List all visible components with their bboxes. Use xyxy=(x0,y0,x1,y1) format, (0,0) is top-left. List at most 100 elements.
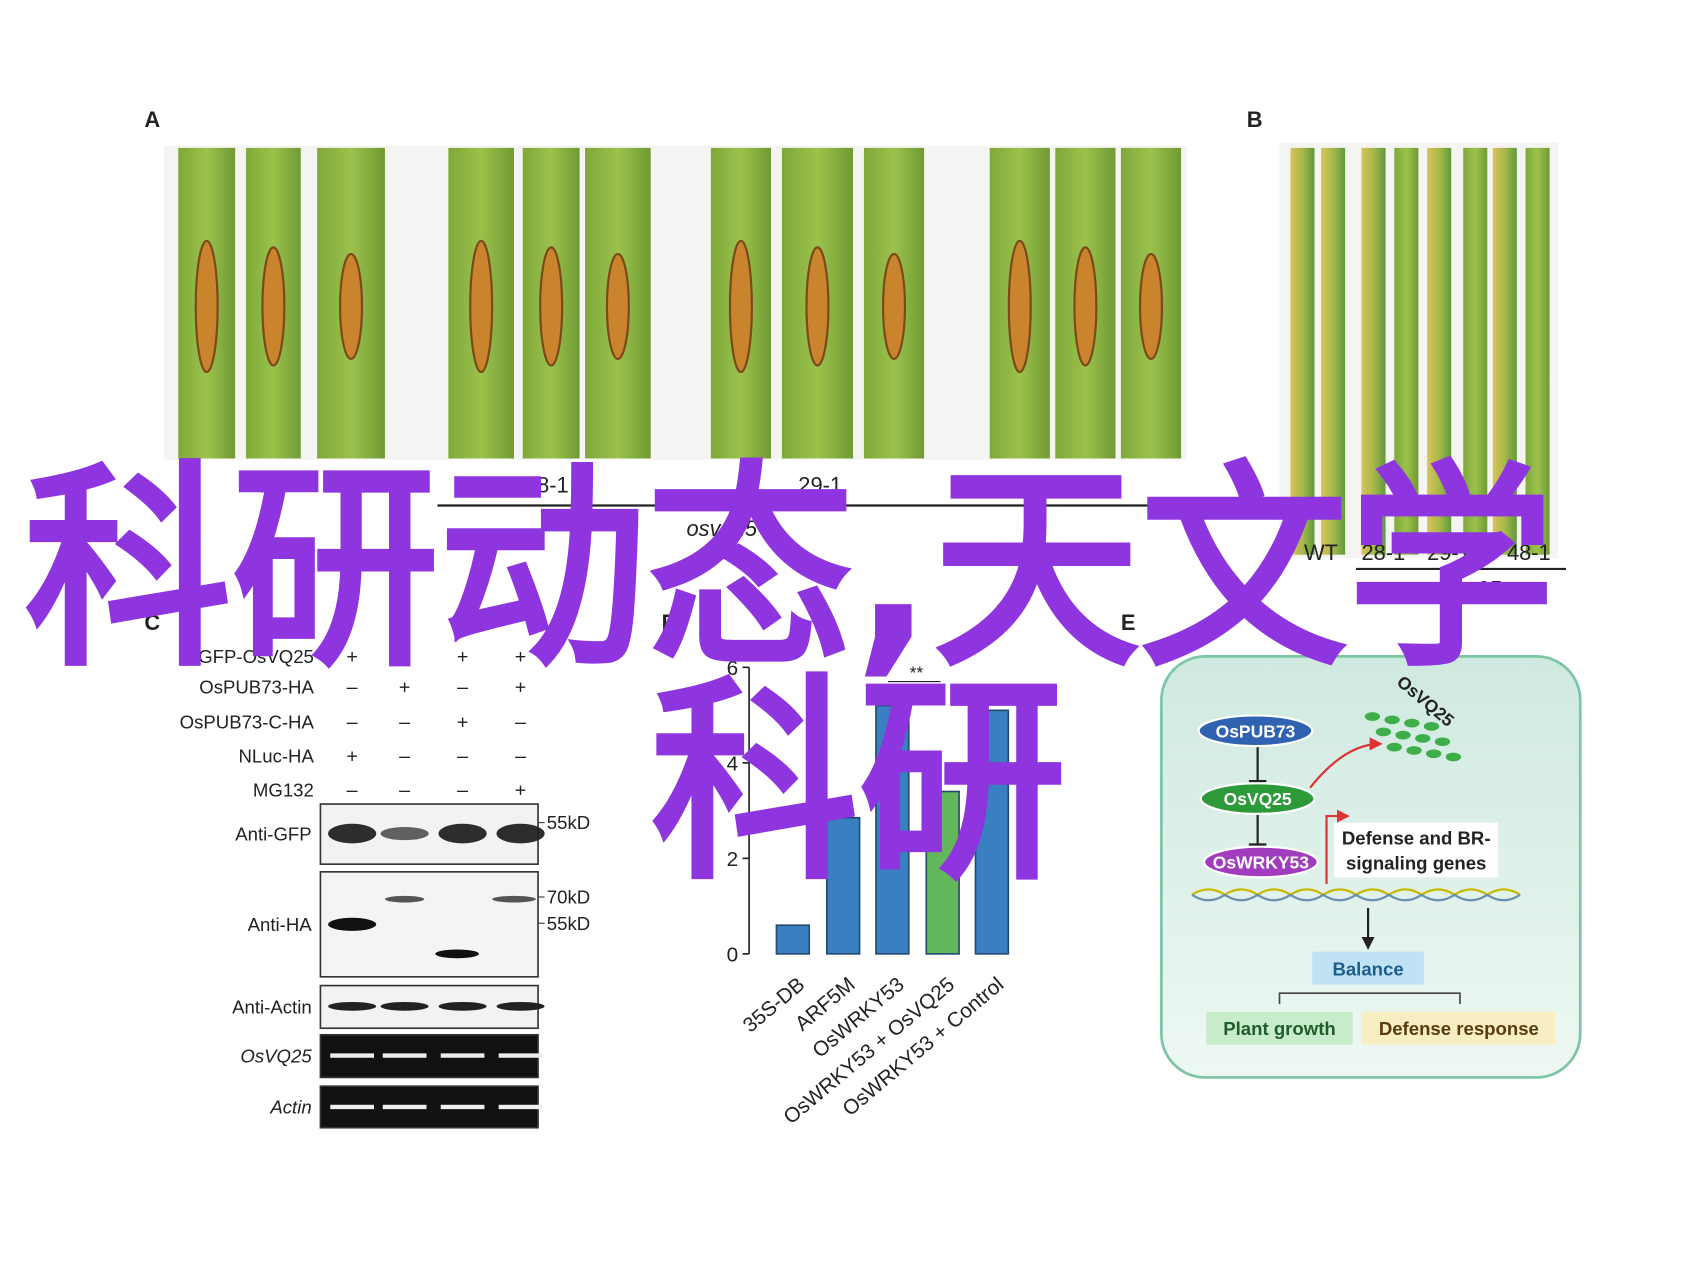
bar xyxy=(925,790,960,955)
protein-dot xyxy=(1404,718,1420,728)
protein-dot xyxy=(1406,746,1422,755)
band xyxy=(438,1001,487,1011)
protein-dot xyxy=(1423,722,1440,731)
target-label: signaling genes xyxy=(1346,853,1486,874)
band xyxy=(440,1053,485,1058)
outcome-label: Plant growth xyxy=(1223,1018,1335,1039)
line-label: 28-1 xyxy=(525,472,569,497)
blot-label: OsVQ25 xyxy=(240,1046,312,1067)
line-label: 48-1 xyxy=(1507,540,1551,565)
genotype-label: osvq25 xyxy=(1430,576,1501,601)
line-label: 28-1 xyxy=(1362,540,1406,565)
sign: – xyxy=(347,677,358,699)
row-label: GFP-OsVQ25 xyxy=(198,646,314,667)
panel-label: D xyxy=(662,610,678,635)
lesion xyxy=(339,252,364,361)
leaf xyxy=(1427,147,1452,555)
line-label: 29-1 xyxy=(1427,540,1471,565)
protein-dot xyxy=(1426,749,1442,759)
protein-dot xyxy=(1415,734,1431,743)
blot-label: Actin xyxy=(269,1097,311,1118)
node-label: OsVQ25 xyxy=(1224,789,1292,809)
bar xyxy=(875,704,910,955)
target-box xyxy=(1334,822,1499,878)
balance-label: Balance xyxy=(1332,959,1403,980)
line-label: WT xyxy=(256,472,290,497)
overlay-subtitle: 科研 xyxy=(651,656,1067,911)
sign: + xyxy=(399,677,411,699)
dna xyxy=(1191,893,1521,902)
leaf xyxy=(1492,147,1517,555)
lesion xyxy=(805,246,830,367)
protein-dot xyxy=(1445,752,1462,762)
leaf xyxy=(1463,147,1488,555)
protein-dot xyxy=(1395,730,1411,740)
sign: – xyxy=(457,779,468,801)
leaf xyxy=(1525,147,1550,555)
lesion xyxy=(1073,246,1098,367)
leaf xyxy=(1361,147,1386,555)
band xyxy=(440,1104,485,1110)
significance-annotation: ** xyxy=(910,662,924,682)
band xyxy=(496,1001,545,1011)
sign: – xyxy=(457,745,468,767)
sign: – xyxy=(399,745,410,767)
band xyxy=(382,1104,427,1110)
outcome-box xyxy=(1206,1011,1353,1045)
sign: – xyxy=(347,712,358,734)
balance-box xyxy=(1312,951,1424,985)
band xyxy=(330,1053,375,1058)
leaf xyxy=(1321,147,1346,555)
outcome-box xyxy=(1361,1011,1556,1045)
line-label: WT xyxy=(1304,540,1338,565)
panel-label: C xyxy=(144,610,160,635)
row-label: MG132 xyxy=(253,779,314,800)
sign: – xyxy=(515,745,526,767)
band xyxy=(435,949,479,959)
sign: – xyxy=(347,779,358,801)
sign: + xyxy=(399,646,411,668)
sign: – xyxy=(457,677,468,699)
protein-dot xyxy=(1375,727,1392,737)
band xyxy=(438,823,487,844)
sign: – xyxy=(515,712,526,734)
size-marker: 55kD xyxy=(547,812,590,833)
node xyxy=(1202,845,1319,879)
band xyxy=(380,827,429,841)
node xyxy=(1197,714,1314,748)
bar xyxy=(825,816,861,955)
lesion xyxy=(1138,252,1164,361)
row-label: NLuc-HA xyxy=(238,745,314,766)
lesion xyxy=(728,239,753,374)
protein-dot xyxy=(1384,715,1400,725)
lesion xyxy=(539,246,564,367)
band xyxy=(492,895,536,903)
band xyxy=(498,1104,543,1110)
line-label: 29-1 xyxy=(798,472,842,497)
band xyxy=(498,1053,543,1058)
band xyxy=(382,1053,427,1058)
y-tick-label: 4 xyxy=(727,753,739,776)
bracket xyxy=(1278,992,1461,1005)
band xyxy=(496,823,545,844)
protein-dot xyxy=(1386,742,1402,752)
node-label: OsPUB73 xyxy=(1216,721,1296,741)
size-marker: 55kD xyxy=(547,913,590,934)
sign: + xyxy=(515,779,527,801)
lesion xyxy=(1007,239,1032,374)
band xyxy=(328,917,377,931)
row-label: OsPUB73-HA xyxy=(199,677,314,698)
band xyxy=(330,1104,375,1110)
activation-arrow xyxy=(1309,737,1383,789)
promoter-arrow xyxy=(1325,809,1350,884)
lesion xyxy=(881,252,907,361)
bar xyxy=(974,709,1010,955)
band xyxy=(328,1001,377,1011)
sign: + xyxy=(457,712,469,734)
sign: + xyxy=(457,646,469,668)
lesion xyxy=(605,252,630,361)
row-label: OsPUB73-C-HA xyxy=(180,712,315,733)
target-label: Defense and BR- xyxy=(1342,828,1491,849)
size-marker: 70kD xyxy=(547,887,590,908)
